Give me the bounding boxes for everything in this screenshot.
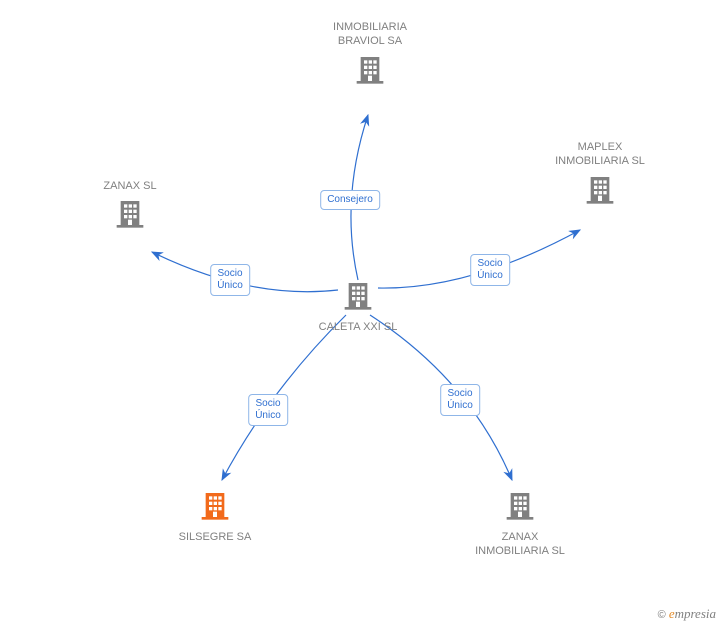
node-center[interactable]: CALETA XXI SL bbox=[288, 279, 428, 334]
building-icon bbox=[300, 53, 440, 90]
node-label-bottomleft: SILSEGRE SA bbox=[145, 530, 285, 544]
building-icon bbox=[288, 279, 428, 316]
node-label-bottomright: ZANAXINMOBILIARIA SL bbox=[450, 530, 590, 559]
edge-label-center-bottomleft: SocioÚnico bbox=[248, 394, 288, 426]
edge-label-center-right: SocioÚnico bbox=[470, 254, 510, 286]
node-bottomright[interactable]: ZANAXINMOBILIARIA SL bbox=[450, 489, 590, 559]
building-icon bbox=[145, 489, 285, 526]
node-left[interactable]: ZANAX SL bbox=[60, 175, 200, 234]
building-icon bbox=[530, 173, 670, 210]
node-label-right: MAPLEXINMOBILIARIA SL bbox=[530, 140, 670, 169]
brand-rest: mpresia bbox=[675, 606, 716, 621]
edge-label-center-left: SocioÚnico bbox=[210, 264, 250, 296]
node-label-center: CALETA XXI SL bbox=[288, 320, 428, 334]
node-label-top: INMOBILIARIABRAVIOL SA bbox=[300, 20, 440, 49]
node-bottomleft[interactable]: SILSEGRE SA bbox=[145, 489, 285, 544]
copyright-footer: © empresia bbox=[658, 606, 716, 622]
node-label-left: ZANAX SL bbox=[60, 179, 200, 193]
copyright-symbol: © bbox=[658, 609, 666, 621]
edge-label-center-top: Consejero bbox=[320, 190, 380, 210]
building-icon bbox=[60, 197, 200, 234]
edge-label-center-bottomright: SocioÚnico bbox=[440, 384, 480, 416]
node-right[interactable]: MAPLEXINMOBILIARIA SL bbox=[530, 136, 670, 210]
building-icon bbox=[450, 489, 590, 526]
node-top[interactable]: INMOBILIARIABRAVIOL SA bbox=[300, 16, 440, 90]
